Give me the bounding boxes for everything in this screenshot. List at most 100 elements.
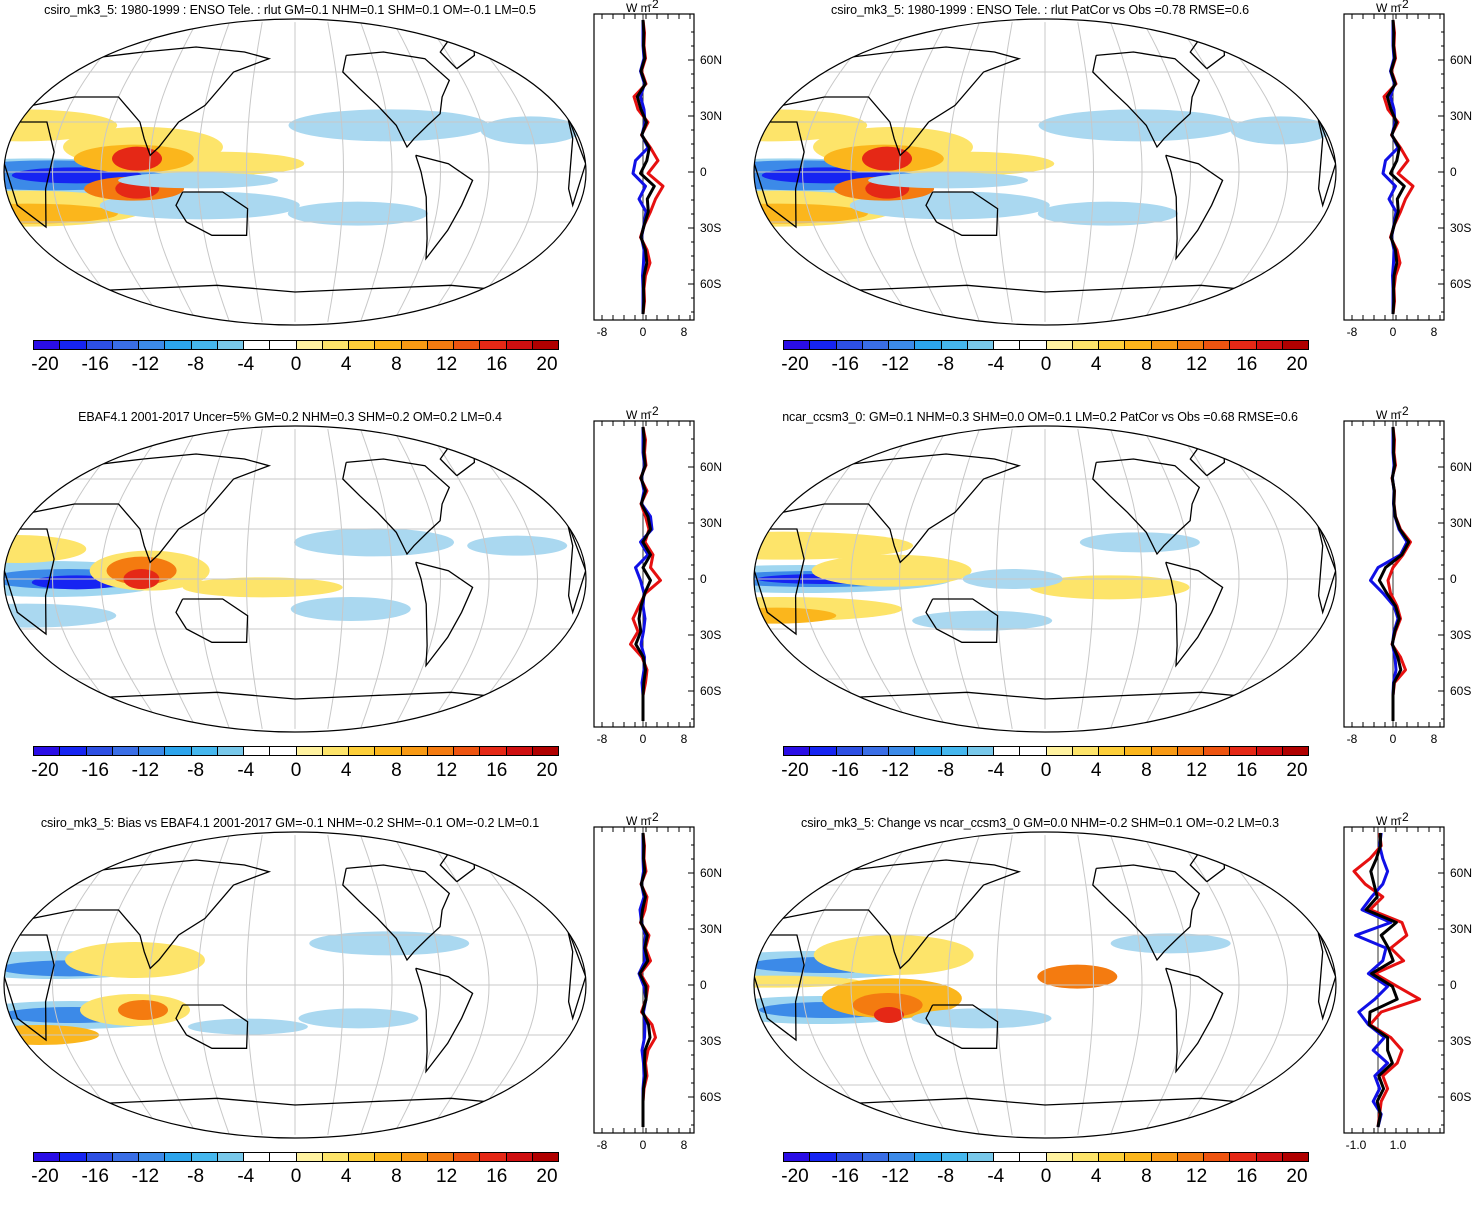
colorbar-swatch: [1099, 341, 1126, 349]
graticule-meridian: [360, 21, 393, 323]
unit-exponent: -2: [1398, 0, 1409, 11]
profile-x-label: -8: [1347, 732, 1358, 746]
profile-x-label: 0: [640, 732, 647, 746]
graticule-meridian: [327, 22, 345, 322]
graticule-meridian: [1208, 834, 1289, 1136]
colorbar-label: -8: [937, 354, 955, 375]
graticule-meridian: [245, 835, 263, 1135]
latitude-label: 30S: [700, 628, 721, 642]
map-border: [753, 831, 1337, 1139]
anomaly-region: [182, 577, 343, 598]
colorbar-swatch: [1256, 747, 1283, 755]
profile-line-red: [1382, 19, 1415, 315]
latitude-label: 30N: [1450, 516, 1472, 530]
latitude-label: 60S: [700, 1090, 721, 1104]
colorbar-swatch: [427, 341, 454, 349]
colorbar-label: -20: [31, 760, 59, 781]
colorbar-swatch: [349, 747, 376, 755]
map-panel-4: [753, 425, 1337, 733]
profile-x-label: 8: [1431, 732, 1438, 746]
anomaly-region: [873, 1006, 904, 1023]
colorbar-swatch: [1125, 747, 1152, 755]
zonal-profile-panel-1: W m-2 60N 30N 0 30S 60S -8 0 8: [593, 0, 722, 339]
unit-exponent: -2: [648, 0, 659, 11]
colorbar-swatch: [86, 1153, 113, 1161]
coastline: [1092, 458, 1201, 556]
graticule-meridian: [898, 834, 948, 1136]
colorbar-label: 8: [391, 354, 402, 375]
colorbar-label: -4: [237, 1166, 255, 1187]
colorbar-swatch: [165, 747, 192, 755]
latitude-label: 30N: [700, 109, 722, 123]
colorbar-label: 20: [1286, 354, 1308, 375]
colorbar-swatch: [836, 747, 863, 755]
colorbar-swatch: [60, 341, 87, 349]
coastline: [817, 284, 1273, 293]
colorbar-swatch: [915, 341, 942, 349]
graticule-meridian: [898, 428, 948, 730]
anomaly-region: [1029, 575, 1190, 600]
colorbar-swatch: [1282, 1153, 1308, 1161]
colorbar-swatch: [296, 747, 323, 755]
graticule-meridian: [995, 835, 1013, 1135]
map-border: [3, 425, 587, 733]
colorbar-swatch: [532, 1153, 558, 1161]
profile-x-label: 0: [1390, 325, 1397, 339]
map-panel-2: [753, 18, 1337, 326]
graticule-meridian: [425, 428, 490, 730]
coastline: [175, 598, 249, 643]
profile-x-label: -8: [597, 1138, 608, 1152]
map-border: [753, 18, 1337, 326]
colorbar-label: 0: [1040, 354, 1052, 375]
profile-line-red: [632, 19, 665, 315]
graticule-meridian: [100, 834, 165, 1136]
coastline: [67, 1097, 523, 1106]
colorbar-swatch: [1204, 1153, 1231, 1161]
colorbar-label: -8: [187, 1166, 205, 1187]
colorbar-swatch: [112, 1153, 139, 1161]
graticule-meridian: [458, 834, 539, 1136]
latitude-label: 60N: [1450, 53, 1472, 67]
colorbar-label: 0: [1040, 1166, 1052, 1187]
latitude-label: 60N: [700, 460, 722, 474]
map-border: [3, 831, 587, 1139]
graticule-meridian: [1110, 21, 1143, 323]
colorbar-swatch: [1046, 341, 1073, 349]
graticule-meridian: [197, 834, 230, 1136]
anomaly-region: [852, 992, 923, 1017]
latitude-label: 60S: [700, 277, 721, 291]
graticule-meridian: [1077, 429, 1095, 729]
colorbar-label: 8: [1141, 760, 1152, 781]
latitude-label: 0: [700, 978, 707, 992]
profile-line-red: [1352, 832, 1422, 1128]
latitude-label: 60S: [1450, 1090, 1471, 1104]
latitude-label: 30S: [700, 1034, 721, 1048]
colorbar-swatch: [322, 1153, 349, 1161]
coastline: [1092, 864, 1201, 962]
colorbar-label: 20: [536, 354, 558, 375]
graticule-meridian: [51, 428, 132, 730]
graticule-meridian: [197, 21, 230, 323]
colorbar-label: 16: [486, 1166, 508, 1187]
graticule-meridian: [801, 21, 882, 323]
coastline: [782, 859, 1022, 970]
graticule-meridian: [425, 834, 490, 1136]
colorbar-panel-5: -20 -16 -12 -8 -4 0 4 8 12 16 20: [31, 1152, 559, 1212]
colorbar-label: -8: [187, 354, 205, 375]
colorbar-label: 16: [1236, 760, 1258, 781]
colorbar-swatch: [1204, 341, 1231, 349]
colorbar-label: 12: [436, 1166, 458, 1187]
colorbar-swatch: [836, 341, 863, 349]
graticule-meridian: [148, 21, 198, 323]
colorbar-swatch: [994, 747, 1021, 755]
colorbar-swatch: [34, 747, 61, 755]
coastline: [1165, 561, 1224, 668]
colorbar-label: 12: [436, 760, 458, 781]
profile-x-label: -8: [597, 732, 608, 746]
colorbar-panel-3: -20 -16 -12 -8 -4 0 4 8 12 16 20: [31, 746, 559, 806]
colorbar-label: -16: [831, 1166, 859, 1187]
coastline: [925, 598, 999, 643]
zonal-profile-panel-2: W m-2 60N 30N 0 30S 60S -8 0 8: [1343, 0, 1472, 339]
colorbar-swatch: [1282, 341, 1308, 349]
graticule-meridian: [245, 429, 263, 729]
